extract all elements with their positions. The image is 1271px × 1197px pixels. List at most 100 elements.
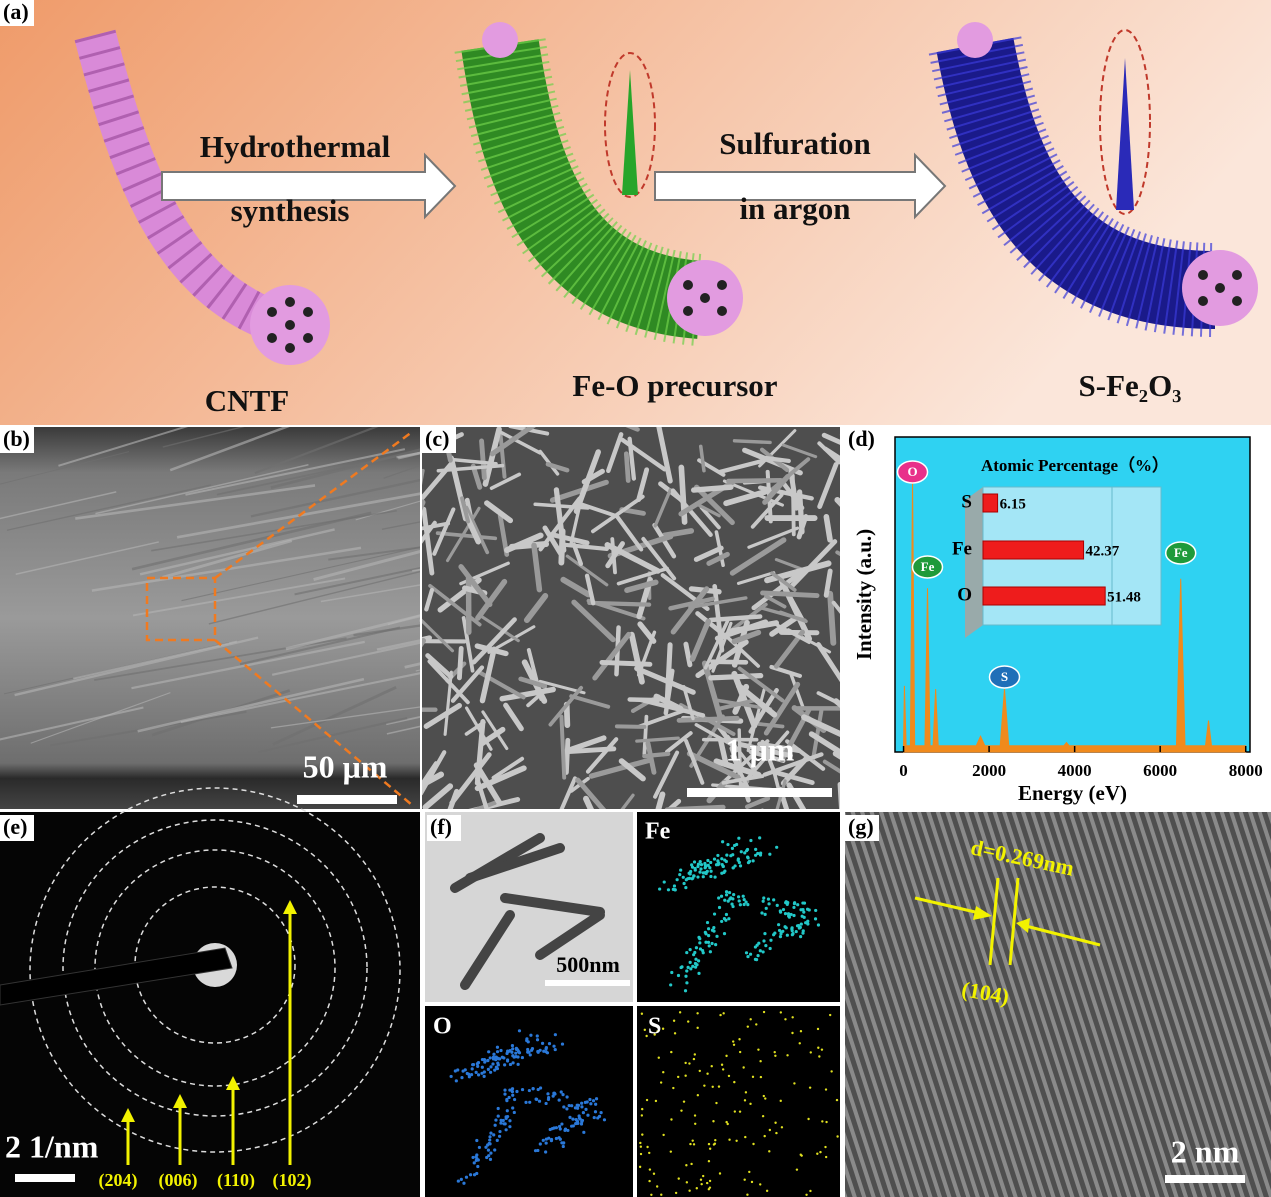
- texture: [685, 1181, 689, 1184]
- texture: [723, 489, 768, 507]
- texture: [542, 525, 563, 556]
- inset-value: 51.48: [1107, 589, 1141, 605]
- texture: [774, 1054, 777, 1057]
- texture: [785, 739, 826, 771]
- zoom-box: [145, 576, 217, 642]
- texture: [270, 448, 420, 489]
- texture: [807, 1117, 810, 1121]
- texture: [824, 1145, 827, 1149]
- texture: [762, 1010, 766, 1014]
- texture: [750, 493, 784, 529]
- texture: [131, 640, 365, 690]
- map-label: S: [648, 1014, 661, 1040]
- texture: [503, 1088, 507, 1092]
- texture: [758, 606, 807, 622]
- texture: [559, 1090, 563, 1094]
- texture: [559, 776, 577, 809]
- texture: [254, 427, 379, 475]
- texture: [756, 851, 760, 856]
- texture: [777, 923, 781, 927]
- texture: [793, 901, 797, 905]
- texture: [476, 1164, 480, 1169]
- texture: [517, 1029, 522, 1033]
- texture: [731, 670, 758, 729]
- texture: [493, 1148, 497, 1152]
- texture: [459, 1177, 463, 1181]
- texture: [650, 1193, 653, 1196]
- texture: [670, 1050, 673, 1054]
- texture: [471, 1155, 475, 1160]
- texture: [767, 902, 771, 906]
- texture: [703, 1084, 706, 1087]
- texture: [505, 1097, 509, 1102]
- ring-label: (006): [159, 1170, 198, 1191]
- texture: [496, 1106, 500, 1111]
- texture: [706, 940, 711, 945]
- texture: [624, 579, 659, 594]
- texture: [489, 1131, 493, 1135]
- spectrum: [903, 477, 1247, 753]
- map-s: [637, 1006, 840, 1197]
- texture: [641, 1107, 644, 1111]
- texture: [775, 845, 779, 849]
- texture: [742, 902, 746, 907]
- texture: [449, 1074, 453, 1079]
- texture: [699, 1178, 703, 1181]
- scale-bar: [297, 795, 397, 804]
- panel-label-bg: [0, 427, 34, 453]
- texture: [689, 967, 693, 971]
- texture: [689, 1142, 692, 1146]
- texture: [545, 1051, 550, 1055]
- texture: [639, 1152, 643, 1156]
- texture: [673, 888, 677, 892]
- texture: [424, 587, 435, 612]
- texture: [792, 905, 796, 910]
- inset-title: Atomic Percentage（%）: [981, 455, 1169, 475]
- texture: [546, 1097, 551, 1101]
- texture: [592, 631, 632, 681]
- arrow: [161, 152, 457, 220]
- texture: [526, 1040, 530, 1044]
- texture: [696, 1012, 699, 1015]
- texture: [467, 1075, 471, 1079]
- texture: [504, 532, 544, 554]
- texture: [783, 912, 788, 916]
- texture: [726, 899, 730, 903]
- texture: [662, 1071, 665, 1074]
- texture: [754, 853, 758, 857]
- texture: [662, 880, 666, 884]
- texture: [751, 572, 801, 611]
- texture: [751, 1075, 755, 1079]
- texture: [769, 938, 773, 942]
- texture: [725, 853, 729, 857]
- texture: [706, 927, 711, 931]
- texture: [779, 478, 805, 511]
- texture: [713, 875, 717, 879]
- texture: [465, 843, 565, 883]
- texture: [707, 934, 711, 938]
- texture: [536, 1050, 540, 1054]
- texture: [544, 1101, 548, 1106]
- texture: [482, 1070, 486, 1074]
- texture: [723, 869, 727, 873]
- texture: [742, 1066, 745, 1069]
- texture: [422, 520, 437, 544]
- texture: [674, 1191, 678, 1195]
- texture: [496, 1114, 500, 1118]
- texture: [493, 1068, 497, 1072]
- texture: [704, 871, 708, 876]
- texture: [712, 1120, 715, 1123]
- texture: [491, 756, 525, 780]
- texture: [696, 1093, 700, 1097]
- texture: [716, 853, 720, 858]
- texture: [799, 922, 803, 926]
- texture: [690, 1162, 693, 1166]
- texture: [692, 860, 697, 864]
- texture: [746, 903, 750, 907]
- texture: [670, 488, 713, 537]
- texture: [381, 521, 420, 530]
- inset-wall: [965, 487, 983, 638]
- texture: [730, 754, 751, 791]
- texture: [558, 1137, 562, 1141]
- texture: [774, 1121, 777, 1124]
